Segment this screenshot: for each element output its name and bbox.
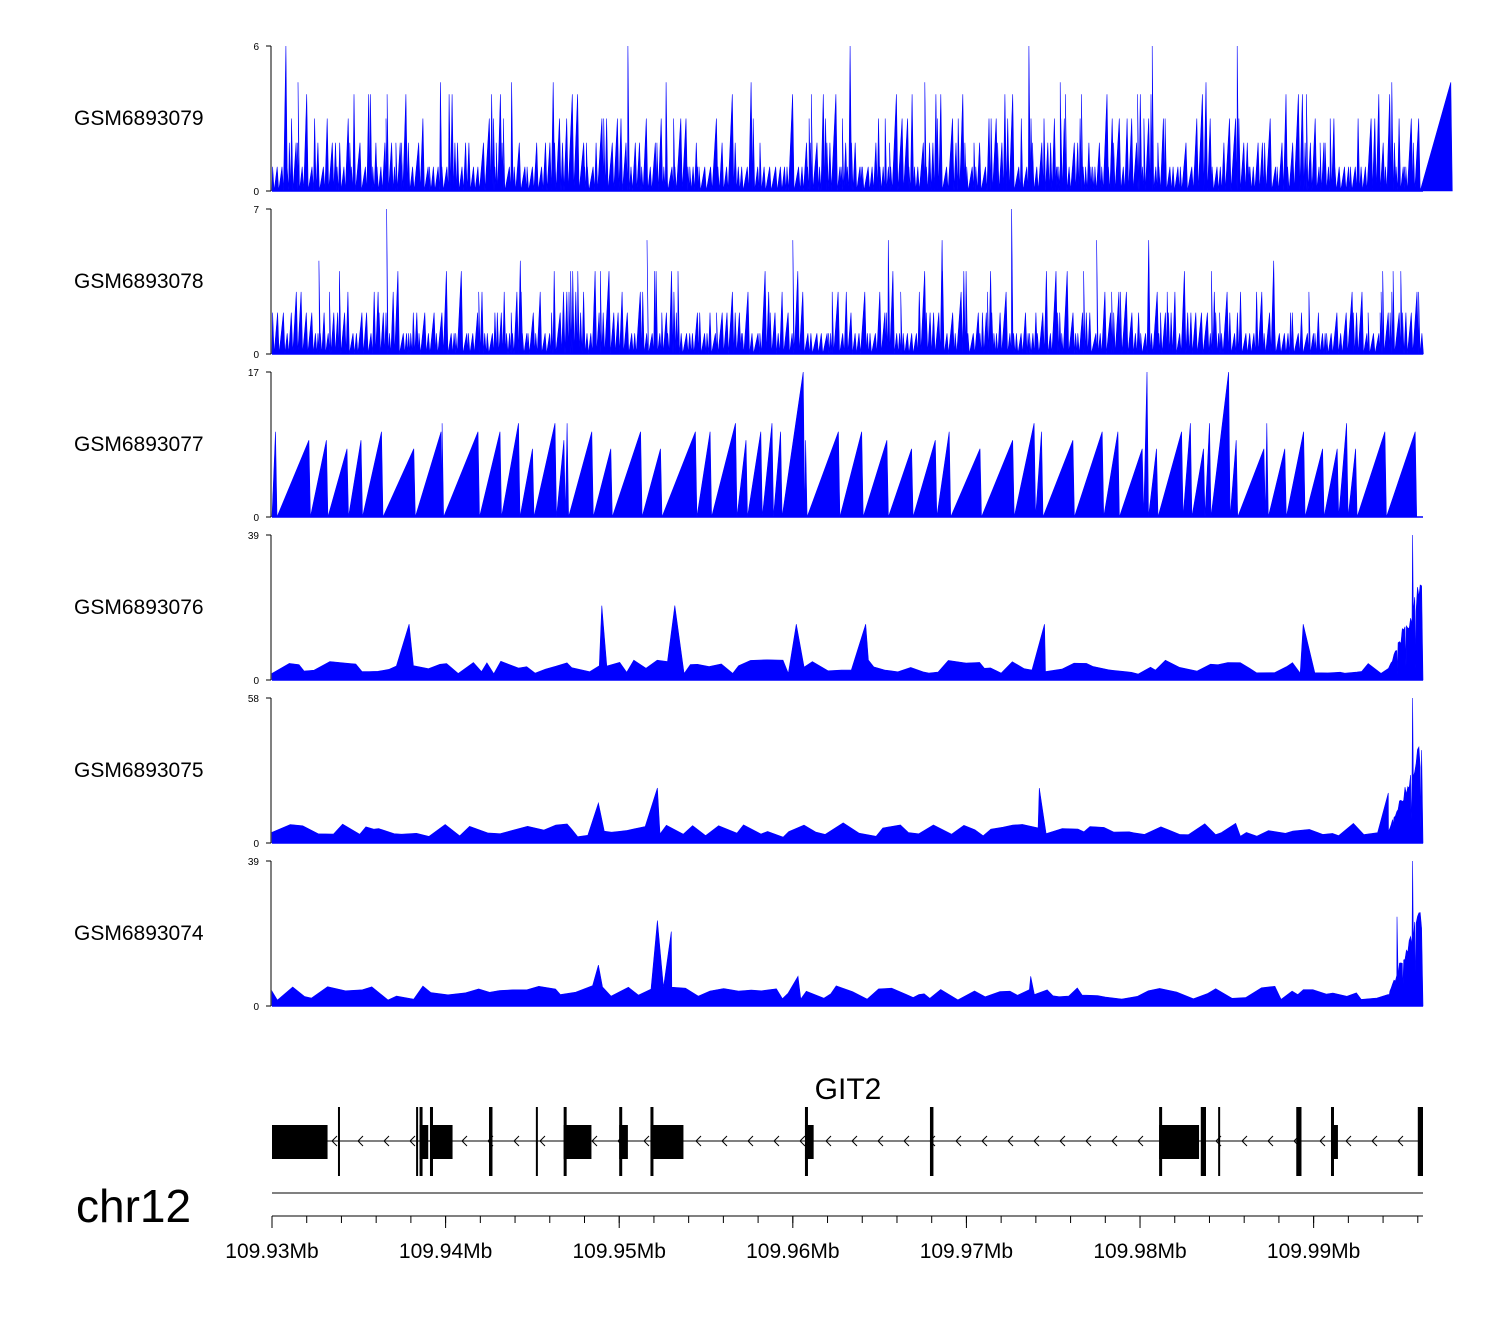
exon <box>337 1107 340 1176</box>
y-axis-max-label: 6 <box>253 42 259 53</box>
exon-boundary <box>419 1107 423 1176</box>
exon-boundary <box>619 1107 623 1176</box>
strand-arrow <box>1111 1135 1118 1147</box>
strand-arrow <box>851 1135 858 1147</box>
strand-arrow <box>1033 1135 1040 1147</box>
strand-arrow <box>955 1135 962 1147</box>
track-GSM6893075: GSM6893075 58 0 <box>74 694 1424 850</box>
track-GSM6893078: GSM6893078 7 0 <box>74 205 1424 361</box>
strand-arrow <box>1267 1135 1274 1147</box>
y-axis-min-label: 0 <box>253 676 259 687</box>
y-axis-max-label: 7 <box>253 205 259 216</box>
x-axis-tick-label: 109.97Mb <box>920 1240 1013 1263</box>
strand-arrow <box>1137 1135 1144 1147</box>
x-axis-tick-label: 109.98Mb <box>1093 1240 1186 1263</box>
exon <box>489 1107 493 1176</box>
exon-boundary <box>804 1107 808 1176</box>
track-label: GSM6893078 <box>74 270 204 293</box>
y-axis-min-label: 0 <box>253 187 259 198</box>
strand-arrow <box>461 1135 468 1147</box>
coverage-area <box>271 860 1424 1007</box>
gene-name-label: GIT2 <box>815 1073 882 1106</box>
exon-boundary <box>1159 1107 1163 1176</box>
track-label: GSM6893077 <box>74 433 204 456</box>
y-axis-max-label: 39 <box>248 531 260 542</box>
exon <box>1296 1107 1302 1176</box>
coverage-area <box>271 534 1424 681</box>
strand-arrow <box>1085 1135 1092 1147</box>
strand-arrow <box>877 1135 884 1147</box>
track-GSM6893074: GSM6893074 39 0 <box>74 857 1424 1013</box>
exon <box>1330 1125 1338 1159</box>
exon <box>416 1107 419 1176</box>
strand-arrow <box>383 1135 390 1147</box>
track-label: GSM6893079 <box>74 107 204 130</box>
strand-arrow <box>773 1135 780 1147</box>
strand-arrow <box>591 1135 598 1147</box>
strand-arrow <box>1007 1135 1014 1147</box>
coverage-area <box>271 45 1453 192</box>
strand-arrow <box>1319 1135 1326 1147</box>
coverage-area <box>271 371 1423 518</box>
track-GSM6893077: GSM6893077 17 0 <box>74 368 1423 524</box>
coverage-area <box>271 208 1424 355</box>
exon <box>429 1125 453 1159</box>
y-axis-max-label: 39 <box>248 857 260 868</box>
x-axis-tick-label: 109.96Mb <box>746 1240 839 1263</box>
exon-boundary <box>1330 1107 1334 1176</box>
exon-boundary <box>650 1107 654 1176</box>
exon <box>929 1107 934 1176</box>
strand-arrow <box>539 1135 546 1147</box>
exon <box>419 1125 429 1159</box>
exon <box>563 1125 592 1159</box>
exon <box>1159 1125 1200 1159</box>
coverage-area <box>271 697 1424 844</box>
strand-arrow <box>643 1135 650 1147</box>
exon <box>1417 1107 1423 1176</box>
strand-arrow <box>799 1135 806 1147</box>
strand-arrow <box>1241 1135 1248 1147</box>
y-axis-min-label: 0 <box>253 350 259 361</box>
y-axis-max-label: 58 <box>248 694 260 705</box>
gene-track: GIT2 <box>272 1073 1423 1176</box>
strand-arrow <box>825 1135 832 1147</box>
x-axis-tick-label: 109.95Mb <box>573 1240 666 1263</box>
track-label: GSM6893074 <box>74 922 204 945</box>
x-axis-tick-label: 109.99Mb <box>1267 1240 1360 1263</box>
strand-arrow <box>357 1135 364 1147</box>
exon <box>619 1125 628 1159</box>
exon <box>804 1125 814 1159</box>
track-label: GSM6893076 <box>74 596 204 619</box>
exon <box>535 1107 538 1176</box>
y-axis-min-label: 0 <box>253 839 259 850</box>
track-GSM6893076: GSM6893076 39 0 <box>74 531 1424 687</box>
strand-arrow <box>903 1135 910 1147</box>
y-axis-min-label: 0 <box>253 513 259 524</box>
track-label: GSM6893075 <box>74 759 204 782</box>
chromosome-label: chr12 <box>76 1180 191 1232</box>
strand-arrow <box>1345 1135 1352 1147</box>
strand-arrow <box>1371 1135 1378 1147</box>
exon <box>1218 1107 1221 1176</box>
strand-arrow <box>331 1135 338 1147</box>
exon <box>1200 1107 1206 1176</box>
track-GSM6893079: GSM6893079 6 0 <box>74 42 1453 198</box>
strand-arrow <box>513 1135 520 1147</box>
strand-arrow <box>695 1135 702 1147</box>
strand-arrow <box>721 1135 728 1147</box>
x-axis-tick-label: 109.94Mb <box>399 1240 492 1263</box>
strand-arrow <box>1059 1135 1066 1147</box>
exon-boundary <box>429 1107 433 1176</box>
strand-arrow <box>747 1135 754 1147</box>
strand-arrow <box>1397 1135 1404 1147</box>
strand-arrow <box>981 1135 988 1147</box>
y-axis-min-label: 0 <box>253 1002 259 1013</box>
exon-boundary <box>563 1107 567 1176</box>
y-axis-max-label: 17 <box>248 368 260 379</box>
strand-arrow <box>409 1135 416 1147</box>
exon <box>272 1125 328 1159</box>
exon <box>650 1125 684 1159</box>
x-axis-tick-label: 109.93Mb <box>225 1240 318 1263</box>
